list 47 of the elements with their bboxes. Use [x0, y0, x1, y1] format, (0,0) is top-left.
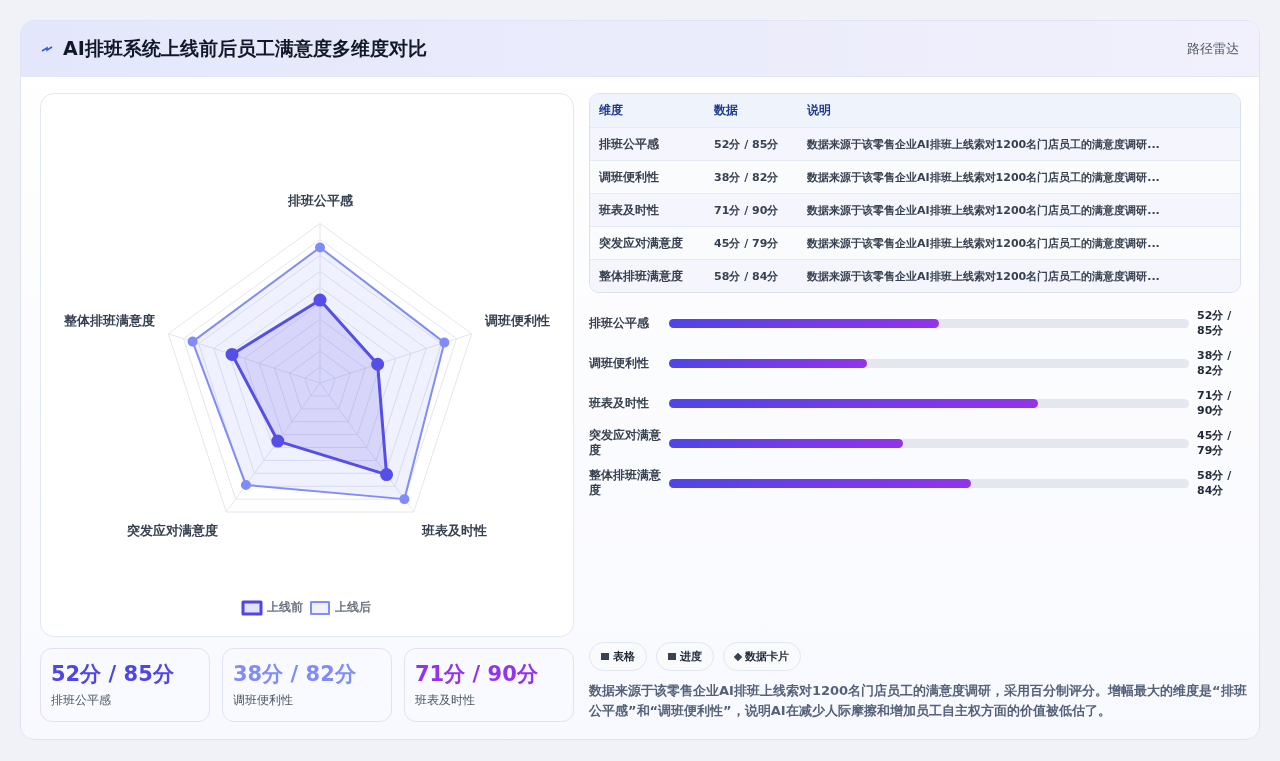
text: 71分 / 90分 — [1197, 389, 1232, 417]
category-label: 调班便利性 — [233, 693, 293, 707]
text: 数据 — [713, 102, 739, 119]
legend-label: 上线后 — [334, 600, 371, 615]
spoke-label: 突发应对满意度 — [126, 522, 219, 538]
category-label: 突发应对满意度 — [599, 235, 683, 250]
text: 数据来源于该零售企业AI排班上线索对1200名门店员工的满意度调研，采用百分制评分。增幅最大的维度是“排班公平感”和“调班便利性”，说明AI在减少人际摩擦和增加员工自主权方面的价值被低估了。 — [589, 682, 1248, 720]
text: 52分 / 85分 — [1197, 309, 1232, 337]
text: 45分 / 79分 — [1197, 429, 1232, 457]
text: 进度 — [680, 649, 702, 664]
text: 数据卡片 — [745, 649, 789, 664]
text: 58分 / 84分 — [1197, 469, 1232, 497]
spoke-label: 班表及时性 — [420, 522, 487, 538]
text: 数据来源于该零售企业AI排班上线索对1200名门店员工的满意度调研... — [806, 202, 1161, 218]
category-label: 调班便利性 — [589, 355, 649, 370]
category-label: 整体排班满意度 — [589, 468, 661, 497]
spoke-label: 排班公平感 — [286, 193, 354, 209]
text: 38分 / 82分 — [233, 661, 357, 688]
category-label: 排班公平感 — [599, 136, 659, 151]
text: 数据来源于该零售企业AI排班上线索对1200名门店员工的满意度调研... — [807, 269, 1160, 283]
text: 数据来源于该零售企业AI排班上线索对1200名门店员工的满意度调研... — [807, 137, 1160, 151]
category-label: 班表及时性 — [415, 693, 475, 707]
category-label: 班表及时性 — [599, 202, 659, 217]
category-label: 排班公平感 — [589, 315, 649, 330]
text: 路径雷达 — [1187, 39, 1239, 58]
category-label: 整体排班满意度 — [599, 268, 683, 283]
text: 71分 / 90分 — [415, 661, 539, 688]
category-label: 排班公平感 — [51, 693, 111, 707]
legend-label: 上线前 — [266, 600, 303, 615]
text: 52分 / 85分 — [51, 661, 175, 688]
text: 数据来源于该零售企业AI排班上线索对1200名门店员工的满意度调研... — [807, 170, 1160, 184]
text: 38分 / 82分 — [714, 170, 779, 184]
category-label: 突发应对满意度 — [589, 428, 661, 457]
spoke-label: 调班便利性 — [484, 312, 550, 328]
chart-title: AI排班系统上线前后员工满意度多维度对比 — [63, 35, 427, 61]
text: 58分 / 84分 — [713, 268, 780, 284]
text: 52分 / 85分 — [714, 137, 779, 151]
category-label: 调班便利性 — [599, 169, 659, 184]
text: 38分 / 82分 — [1197, 349, 1232, 377]
text: 71分 / 90分 — [714, 203, 779, 217]
text: 表格 — [613, 649, 635, 664]
category-label: 班表及时性 — [589, 395, 649, 410]
text: 维度 — [598, 102, 624, 119]
text: 说明 — [806, 102, 832, 119]
spoke-label: 整体排班满意度 — [63, 312, 155, 328]
text: 数据来源于该零售企业AI排班上线索对1200名门店员工的满意度调研... — [807, 236, 1160, 250]
text: 45分 / 79分 — [713, 235, 780, 251]
